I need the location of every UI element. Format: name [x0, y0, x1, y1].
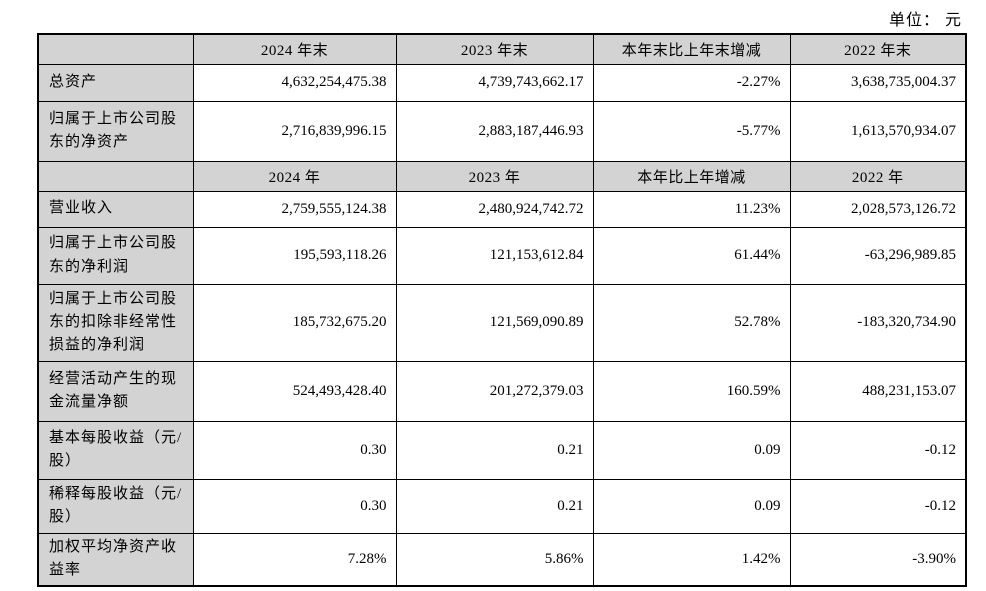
- header-cell: 2023 年末: [395, 33, 594, 65]
- value-cell: 0.09: [592, 478, 791, 534]
- value-cell: 201,272,379.03: [395, 360, 594, 422]
- value-cell: 7.28%: [192, 532, 397, 587]
- value-cell: 1,613,570,934.07: [789, 100, 967, 162]
- value-cell: 0.21: [395, 478, 594, 534]
- value-cell: 488,231,153.07: [789, 360, 967, 422]
- value-cell: 52.78%: [592, 283, 791, 362]
- value-cell: -2.27%: [592, 63, 791, 102]
- row-label: 加权平均净资产收益率: [37, 532, 194, 587]
- table-row: 总资产 4,632,254,475.38 4,739,743,662.17 -2.27…: [37, 63, 967, 102]
- value-cell: 121,153,612.84: [395, 226, 594, 285]
- value-cell: -63,296,989.85: [789, 226, 967, 285]
- table-row: 归属于上市公司股东的扣除非经常性损益的净利润 185,732,675.20 121,…: [37, 283, 967, 362]
- table-row: 经营活动产生的现金流量净额 524,493,428.40 201,272,379.0…: [37, 360, 967, 422]
- header-cell: 2022 年: [789, 160, 967, 192]
- value-cell: 2,759,555,124.38: [192, 190, 397, 228]
- row-label: 稀释每股收益（元/股）: [37, 478, 194, 534]
- value-cell: 5.86%: [395, 532, 594, 587]
- value-cell: 160.59%: [592, 360, 791, 422]
- value-cell: -0.12: [789, 420, 967, 480]
- header-cell: 2024 年: [192, 160, 397, 192]
- value-cell: 4,632,254,475.38: [192, 63, 397, 102]
- table-header-row: 2024 年 2023 年本年比上年增减 2022 年: [37, 160, 967, 192]
- value-cell: 524,493,428.40: [192, 360, 397, 422]
- header-cell: 2024 年末: [192, 33, 397, 65]
- row-label: 经营活动产生的现金流量净额: [37, 360, 194, 422]
- row-label: 基本每股收益（元/股）: [37, 420, 194, 480]
- value-cell: 121,569,090.89: [395, 283, 594, 362]
- financial-summary-table: 2024 年末 2023 年末 本年末比上年末增减 2022 年末 总资产 4,632,2…: [37, 33, 967, 587]
- header-cell: 本年末比上年末增减: [592, 33, 791, 65]
- value-cell: 3,638,735,004.37: [789, 63, 967, 102]
- value-cell: 2,480,924,742.72: [395, 190, 594, 228]
- value-cell: 61.44%: [592, 226, 791, 285]
- value-cell: 0.30: [192, 420, 397, 480]
- table-row: 基本每股收益（元/股） 0.30 0.21 0.09 -0.12: [37, 420, 967, 480]
- value-cell: -3.90%: [789, 532, 967, 587]
- value-cell: 195,593,118.26: [192, 226, 397, 285]
- table-row: 归属于上市公司股东的净资产 2,716,839,996.15 2,883,187,4…: [37, 100, 967, 162]
- header-cell: 本年比上年增减: [592, 160, 791, 192]
- value-cell: 0.30: [192, 478, 397, 534]
- row-label: 归属于上市公司股东的净资产: [37, 100, 194, 162]
- header-cell: 2022 年末: [789, 33, 967, 65]
- row-label: 归属于上市公司股东的净利润: [37, 226, 194, 285]
- value-cell: 2,883,187,446.93: [395, 100, 594, 162]
- value-cell: 0.21: [395, 420, 594, 480]
- value-cell: 0.09: [592, 420, 791, 480]
- row-label: 营业收入: [37, 190, 194, 228]
- header-corner-cell: [37, 160, 194, 192]
- value-cell: 4,739,743,662.17: [395, 63, 594, 102]
- table-row: 加权平均净资产收益率 7.28% 5.86% 1.42% -3.90%: [37, 532, 967, 587]
- value-cell: 1.42%: [592, 532, 791, 587]
- table-header-row: 2024 年末 2023 年末 本年末比上年末增减 2022 年末: [37, 33, 967, 65]
- table-row: 营业收入 2,759,555,124.38 2,480,924,742.72 11.2…: [37, 190, 967, 228]
- table-row: 归属于上市公司股东的净利润 195,593,118.26 121,153,612.8…: [37, 226, 967, 285]
- table-row: 稀释每股收益（元/股） 0.30 0.21 0.09 -0.12: [37, 478, 967, 534]
- row-label: 总资产: [37, 63, 194, 102]
- value-cell: 2,028,573,126.72: [789, 190, 967, 228]
- header-corner-cell: [37, 33, 194, 65]
- value-cell: 185,732,675.20: [192, 283, 397, 362]
- value-cell: -5.77%: [592, 100, 791, 162]
- unit-label: 单位： 元: [888, 12, 962, 29]
- value-cell: -0.12: [789, 478, 967, 534]
- table-body: 2024 年末 2023 年末 本年末比上年末增减 2022 年末 总资产 4,632,2…: [37, 33, 967, 587]
- value-cell: 2,716,839,996.15: [192, 100, 397, 162]
- row-label: 归属于上市公司股东的扣除非经常性损益的净利润: [37, 283, 194, 362]
- value-cell: -183,320,734.90: [789, 283, 967, 362]
- value-cell: 11.23%: [592, 190, 791, 228]
- header-cell: 2023 年: [395, 160, 594, 192]
